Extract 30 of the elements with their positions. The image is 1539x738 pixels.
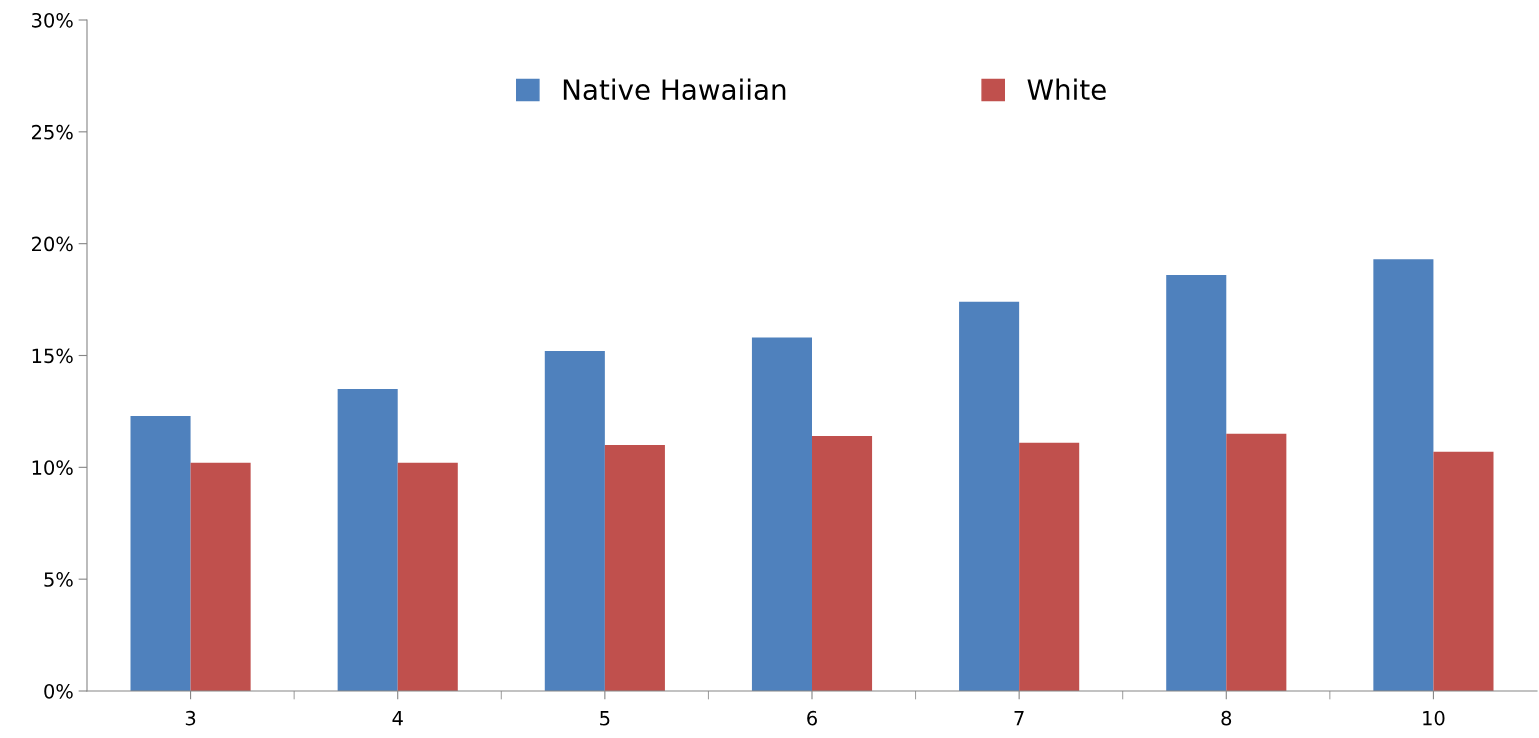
bar bbox=[1166, 274, 1227, 691]
bar bbox=[604, 444, 665, 691]
x-tick-label: 7 bbox=[1014, 711, 1024, 726]
bar bbox=[544, 351, 605, 691]
x-tick-label: 8 bbox=[1221, 710, 1232, 726]
x-tick-label: 5 bbox=[600, 711, 610, 726]
y-tick-label: 15% bbox=[32, 348, 73, 364]
bar bbox=[1226, 433, 1287, 691]
bar bbox=[751, 337, 812, 691]
bar bbox=[1373, 259, 1434, 691]
bar bbox=[337, 389, 398, 691]
bar bbox=[130, 415, 191, 691]
y-tick-label: 30% bbox=[32, 12, 73, 28]
bar bbox=[397, 462, 458, 691]
x-tick-label: 10 bbox=[1423, 710, 1445, 726]
y-tick-label: 20% bbox=[32, 236, 73, 252]
x-tick-label: 6 bbox=[807, 710, 817, 726]
y-tick-label: 0% bbox=[44, 683, 73, 699]
bar bbox=[190, 462, 251, 691]
bar bbox=[1019, 442, 1080, 691]
bar bbox=[812, 436, 873, 691]
legend-label: White bbox=[1027, 78, 1106, 101]
bar bbox=[1433, 451, 1494, 691]
legend-label: Native Hawaiian bbox=[563, 78, 786, 101]
y-tick-label: 25% bbox=[32, 124, 73, 140]
y-tick-label: 5% bbox=[44, 572, 73, 587]
x-tick-label: 4 bbox=[392, 711, 403, 726]
x-tick-label: 3 bbox=[185, 710, 196, 726]
bar bbox=[959, 301, 1020, 691]
y-tick-label: 10% bbox=[32, 460, 73, 475]
